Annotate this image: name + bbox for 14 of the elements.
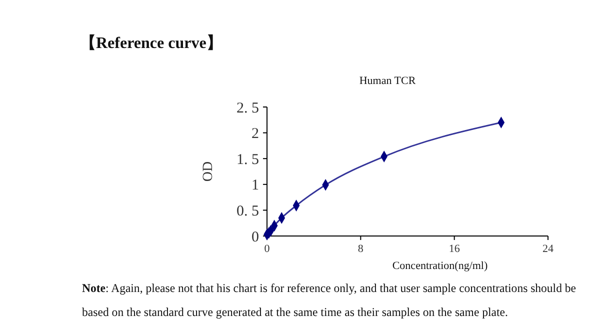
y-tick-label: 0. 5 bbox=[236, 203, 259, 220]
y-tick-label: 2. 5 bbox=[236, 100, 259, 116]
y-axis-title: OD bbox=[201, 161, 216, 182]
y-tick-label: 1. 5 bbox=[236, 152, 259, 168]
x-tick-label: 24 bbox=[542, 243, 554, 255]
y-tick-label: 1 bbox=[252, 178, 259, 194]
text: Note: Again, please not that his chart is for reference only, and that user sample concentrations should be based on the standard curve generated at the same time as their samples on the same plate. bbox=[82, 281, 586, 319]
text: 【Reference curve】 bbox=[80, 34, 222, 52]
x-tick-label: 8 bbox=[358, 243, 364, 255]
chart-title: Human TCR bbox=[359, 75, 416, 87]
x-axis-title: Concentration(ng/ml) bbox=[392, 260, 488, 272]
y-tick-label: 2 bbox=[252, 126, 259, 142]
x-tick-label: 0 bbox=[264, 243, 270, 255]
x-tick-label: 16 bbox=[448, 243, 460, 255]
